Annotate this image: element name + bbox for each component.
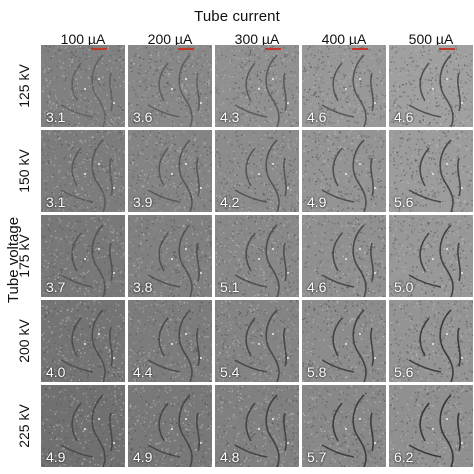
tile-value-label: 5.6 xyxy=(394,364,414,380)
micrograph-tile: 3.9 xyxy=(128,130,212,212)
micrograph-texture xyxy=(389,45,473,127)
micrograph-texture xyxy=(389,215,473,297)
micrograph-texture xyxy=(215,130,299,212)
micrograph-tile: 4.6 xyxy=(302,45,386,127)
micrograph-tile: 5.8 xyxy=(302,300,386,382)
tile-value-label: 4.0 xyxy=(46,364,66,380)
row-header: 175 kV xyxy=(16,234,32,278)
tile-value-label: 3.9 xyxy=(133,194,153,210)
image-grid: 3.1 3.6 4.3 4.6 4.6 3.1 3.9 4.2 4.9 5.6 3.7 3.8 5.1 4… xyxy=(41,45,474,474)
micrograph-tile: 3.8 xyxy=(128,215,212,297)
micrograph-tile: 4.0 xyxy=(41,300,125,382)
scale-mark xyxy=(265,48,281,50)
micrograph-tile: 5.7 xyxy=(302,385,386,467)
micrograph-tile: 4.3 xyxy=(215,45,299,127)
column-header: 100 µA xyxy=(60,31,106,47)
micrograph-tile: 5.4 xyxy=(215,300,299,382)
tile-value-label: 4.9 xyxy=(133,449,153,465)
column-header: 500 µA xyxy=(408,31,454,47)
x-axis-title: Tube current xyxy=(194,8,280,25)
column-header: 400 µA xyxy=(321,31,367,47)
tile-value-label: 4.9 xyxy=(46,449,66,465)
row-header: 150 kV xyxy=(16,149,32,193)
micrograph-tile: 4.9 xyxy=(41,385,125,467)
micrograph-tile: 6.2 xyxy=(389,385,473,467)
micrograph-texture xyxy=(389,385,473,467)
micrograph-tile: 3.1 xyxy=(41,130,125,212)
micrograph-texture xyxy=(215,45,299,127)
scale-mark xyxy=(91,48,107,50)
tile-value-label: 4.6 xyxy=(394,109,414,125)
micrograph-texture xyxy=(215,215,299,297)
column-header: 200 µA xyxy=(147,31,193,47)
micrograph-tile: 5.1 xyxy=(215,215,299,297)
micrograph-tile: 3.6 xyxy=(128,45,212,127)
micrograph-texture xyxy=(41,45,125,127)
column-header: 300 µA xyxy=(234,31,280,47)
row-header: 225 kV xyxy=(16,404,32,448)
tile-value-label: 3.8 xyxy=(133,279,153,295)
micrograph-texture xyxy=(128,45,212,127)
micrograph-tile: 4.2 xyxy=(215,130,299,212)
tile-value-label: 3.1 xyxy=(46,194,66,210)
micrograph-texture xyxy=(302,45,386,127)
micrograph-tile: 5.6 xyxy=(389,130,473,212)
micrograph-texture xyxy=(41,385,125,467)
micrograph-texture xyxy=(128,385,212,467)
tile-value-label: 4.2 xyxy=(220,194,240,210)
micrograph-texture xyxy=(41,130,125,212)
tile-value-label: 4.8 xyxy=(220,449,240,465)
tile-value-label: 6.2 xyxy=(394,449,414,465)
micrograph-texture xyxy=(302,130,386,212)
tile-value-label: 4.4 xyxy=(133,364,153,380)
tile-value-label: 4.6 xyxy=(307,109,327,125)
micrograph-tile: 4.9 xyxy=(128,385,212,467)
micrograph-texture xyxy=(128,300,212,382)
micrograph-texture xyxy=(389,130,473,212)
tile-value-label: 3.1 xyxy=(46,109,66,125)
scale-mark xyxy=(352,48,368,50)
micrograph-texture xyxy=(302,385,386,467)
micrograph-texture xyxy=(389,300,473,382)
micrograph-tile: 5.0 xyxy=(389,215,473,297)
scale-mark xyxy=(439,48,455,50)
tile-value-label: 5.1 xyxy=(220,279,240,295)
micrograph-tile: 3.7 xyxy=(41,215,125,297)
micrograph-texture xyxy=(41,300,125,382)
tile-value-label: 4.9 xyxy=(307,194,327,210)
micrograph-tile: 3.1 xyxy=(41,45,125,127)
micrograph-texture xyxy=(128,215,212,297)
micrograph-tile: 4.8 xyxy=(215,385,299,467)
micrograph-tile: 4.4 xyxy=(128,300,212,382)
tile-value-label: 5.7 xyxy=(307,449,327,465)
micrograph-texture xyxy=(302,215,386,297)
micrograph-tile: 4.6 xyxy=(389,45,473,127)
micrograph-texture xyxy=(128,130,212,212)
tile-value-label: 5.4 xyxy=(220,364,240,380)
micrograph-texture xyxy=(41,215,125,297)
micrograph-texture xyxy=(215,385,299,467)
tile-value-label: 4.3 xyxy=(220,109,240,125)
scale-mark xyxy=(178,48,194,50)
tile-value-label: 5.8 xyxy=(307,364,327,380)
tile-value-label: 4.6 xyxy=(307,279,327,295)
row-header: 125 kV xyxy=(16,64,32,108)
micrograph-tile: 5.6 xyxy=(389,300,473,382)
micrograph-tile: 4.6 xyxy=(302,215,386,297)
micrograph-tile: 4.9 xyxy=(302,130,386,212)
tile-value-label: 5.0 xyxy=(394,279,414,295)
micrograph-texture xyxy=(215,300,299,382)
tile-value-label: 3.6 xyxy=(133,109,153,125)
tile-value-label: 3.7 xyxy=(46,279,66,295)
row-header: 200 kV xyxy=(16,319,32,363)
micrograph-texture xyxy=(302,300,386,382)
tile-value-label: 5.6 xyxy=(394,194,414,210)
